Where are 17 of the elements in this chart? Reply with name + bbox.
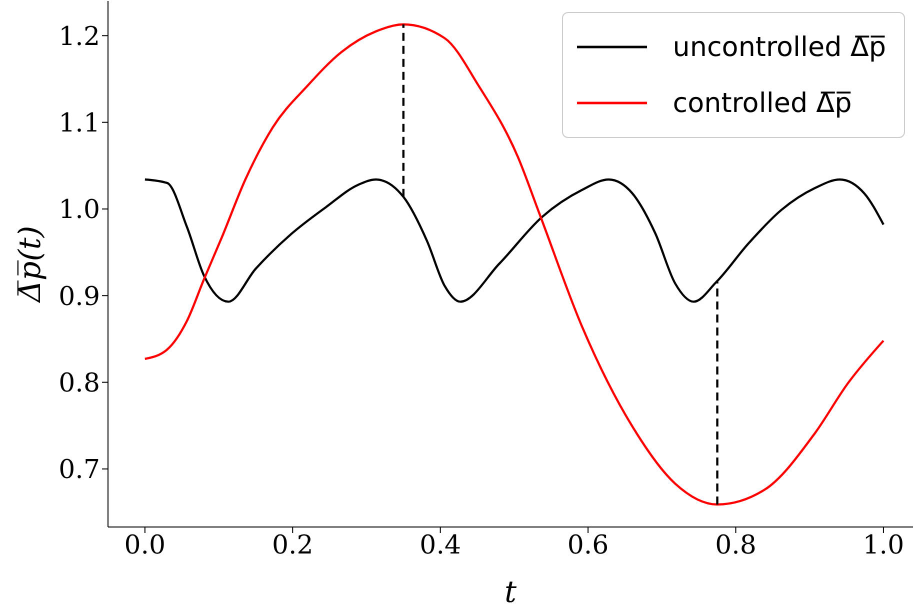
x-tick-label: 0.2 [272,530,314,560]
y-tick-label: 0.8 [58,368,100,399]
legend-label: controlled Δ̅p̅ [672,88,852,118]
x-tick-label: 0.8 [715,530,756,560]
line-series [144,23,885,506]
x-tick-label: 1.0 [862,530,904,560]
x-axis-title: t [504,575,518,606]
x-tick-label: 0.4 [420,530,462,560]
y-tick-label: 1.0 [58,195,100,226]
y-tick-label: 1.2 [58,22,100,52]
y-tick-label: 1.1 [58,108,100,139]
y-tick-label: 0.7 [58,455,100,486]
legend-label: uncontrolled Δ̅p̅ [672,32,886,62]
x-tick-label: 0.0 [124,530,166,560]
y-axis-title: Δ̅p̅(t) [12,226,48,304]
x-tick-label: 0.6 [567,530,609,560]
y-tick-label: 0.9 [58,282,100,312]
